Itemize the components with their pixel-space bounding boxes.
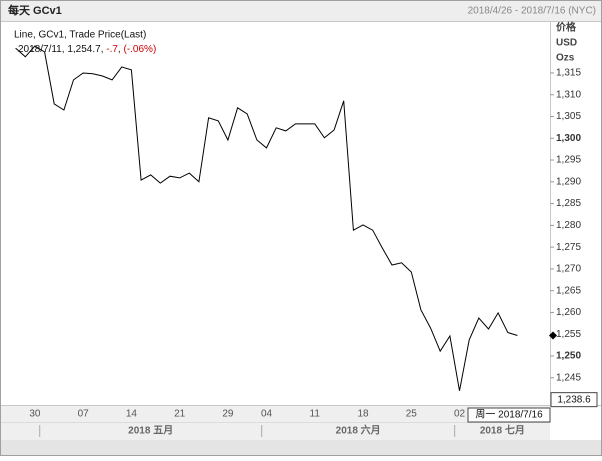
y-tick-label: 1,305 <box>556 111 581 122</box>
x-tick-label: 14 <box>126 409 138 420</box>
axis-unit: Ozs <box>556 53 575 64</box>
axis-unit: 价格 <box>556 21 577 34</box>
header-bar <box>1 1 601 21</box>
crosshair-x-label: 周一 2018/7/16 <box>475 409 543 421</box>
x-tick-label: 04 <box>261 409 273 420</box>
legend-values: 2018/7/11, 1,254.7, -.7, (-.06%) <box>18 44 156 55</box>
y-tick-label: 1,295 <box>556 155 581 166</box>
x-tick-label: 18 <box>357 409 369 420</box>
crosshair-y-label: 1,238.6 <box>557 394 591 405</box>
x-tick-label: 25 <box>406 409 418 420</box>
x-tick-label: 02 <box>454 409 466 420</box>
month-label: 2018 五月 <box>128 425 173 437</box>
y-tick-label: 1,270 <box>556 264 581 275</box>
y-tick-label: 1,280 <box>556 220 581 231</box>
y-tick-label: 1,260 <box>556 307 581 318</box>
crosshair-x-box <box>467 407 551 423</box>
price-line <box>15 45 518 391</box>
legend-change: -.7 <box>106 44 118 55</box>
y-tick-label: 1,265 <box>556 285 581 296</box>
last-price-marker <box>549 331 557 340</box>
month-label: 2018 六月 <box>336 424 381 437</box>
y-tick-label: 1,285 <box>556 198 581 209</box>
x-tick-label: 21 <box>174 409 186 420</box>
legend-title: Line, GCv1, Trade Price(Last) <box>14 30 146 41</box>
x-tick-label: 07 <box>78 409 90 420</box>
legend-change-pct: (-.06%) <box>123 44 156 55</box>
y-tick-label: 1,250 <box>556 351 581 362</box>
x-tick-label: 29 <box>222 409 234 420</box>
y-tick-label: 1,300 <box>556 133 581 144</box>
chart-title: 每天 GCv1 <box>8 3 62 17</box>
axis-unit: USD <box>556 38 577 49</box>
y-tick-label: 1,255 <box>556 329 581 340</box>
y-tick-label: 1,275 <box>556 242 581 253</box>
month-label: 2018 七月 <box>480 424 525 437</box>
legend-last: 1,254.7 <box>67 44 101 55</box>
footer-bar <box>1 440 601 455</box>
x-tick-label: 11 <box>310 409 321 420</box>
date-range: 2018/4/26 - 2018/7/16 (NYC) <box>468 6 596 17</box>
x-tick-label: 30 <box>29 409 41 420</box>
y-tick-label: 1,245 <box>556 372 581 383</box>
y-tick-label: 1,315 <box>556 68 581 79</box>
crosshair-y-box <box>550 392 598 408</box>
y-tick-label: 1,290 <box>556 176 581 187</box>
y-tick-label: 1,310 <box>556 89 581 100</box>
